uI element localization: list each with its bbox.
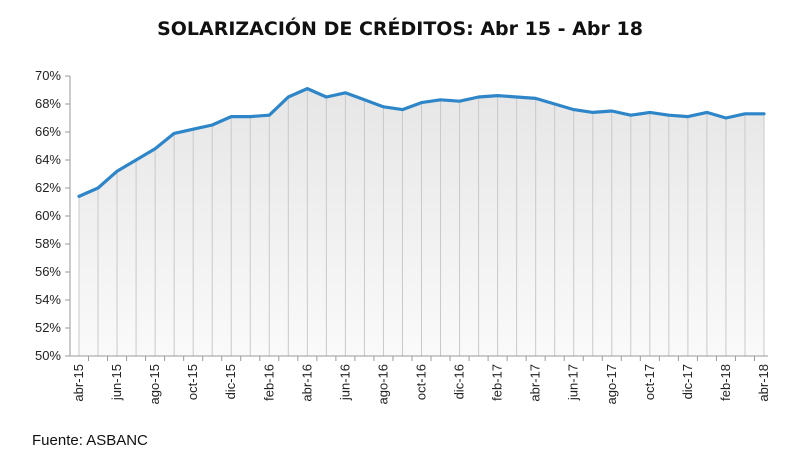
x-tick-label: abr-18 xyxy=(756,364,771,402)
y-tick-label: 54% xyxy=(35,292,61,307)
x-tick-label: oct-17 xyxy=(642,364,657,400)
x-tick-label: ago-15 xyxy=(147,364,162,404)
y-tick-label: 50% xyxy=(35,348,61,363)
y-tick-label: 60% xyxy=(35,208,61,223)
x-tick-label: jun-16 xyxy=(337,364,352,401)
x-tick-label: ago-17 xyxy=(604,364,619,404)
source-note: Fuente: ASBANC xyxy=(32,432,148,449)
vertical-gridlines xyxy=(78,88,765,356)
y-tick-label: 64% xyxy=(35,152,61,167)
y-tick-label: 58% xyxy=(35,236,61,251)
x-tick-label: dic-17 xyxy=(680,364,695,399)
chart-title: SOLARIZACIÓN DE CRÉDITOS: Abr 15 - Abr 1… xyxy=(157,18,643,40)
x-tick-label: oct-15 xyxy=(185,364,200,400)
x-tick-label: dic-15 xyxy=(223,364,238,399)
x-tick-label: oct-16 xyxy=(414,364,429,400)
x-tick-label: feb-18 xyxy=(718,364,733,401)
x-tick-label: dic-16 xyxy=(452,364,467,399)
y-tick-label: 62% xyxy=(35,180,61,195)
y-tick-label: 70% xyxy=(35,68,61,83)
axes xyxy=(65,75,768,361)
series-line xyxy=(77,86,766,198)
x-tick-label: jun-15 xyxy=(109,364,124,401)
y-tick-labels: 50% 52% 54% 56% 58% 60% 62% 64% 66% 68% 70% xyxy=(35,68,61,363)
y-tick-label: 68% xyxy=(35,96,61,111)
x-tick-label: ago-16 xyxy=(375,364,390,404)
x-tick-label: abr-17 xyxy=(528,364,543,402)
x-tick-labels: abr-15 jun-15 ago-15 oct-15 dic-15 feb-16 abr-… xyxy=(71,364,771,404)
y-tick-label: 52% xyxy=(35,320,61,335)
y-tick-label: 66% xyxy=(35,124,61,139)
x-tick-label: abr-16 xyxy=(299,364,314,402)
series-line-layer xyxy=(77,86,766,198)
x-tick-label: feb-17 xyxy=(490,364,505,401)
y-tick-label: 56% xyxy=(35,264,61,279)
x-tick-label: jun-17 xyxy=(566,364,581,401)
x-tick-label: feb-16 xyxy=(261,364,276,401)
x-tick-label: abr-15 xyxy=(71,364,86,402)
